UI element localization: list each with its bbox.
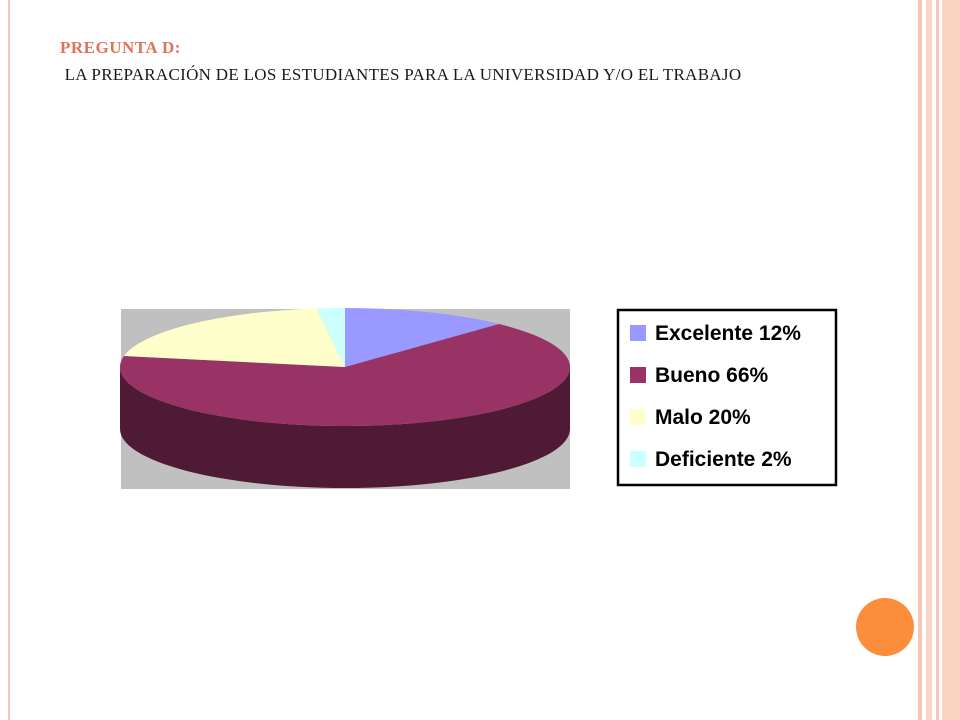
title-question-text: LA PREPARACIÓN DE LOS ESTUDIANTES PARA L… bbox=[60, 65, 742, 84]
legend-box bbox=[616, 308, 838, 487]
decorative-circle bbox=[856, 598, 914, 656]
legend-entry-malo: Malo 20% bbox=[630, 406, 751, 429]
pie-side-bueno bbox=[120, 367, 570, 488]
legend-swatch-malo bbox=[630, 409, 646, 425]
legend-swatch-bueno bbox=[630, 367, 646, 383]
pie-slice-bueno bbox=[120, 323, 571, 426]
decorative-stripes bbox=[918, 0, 960, 720]
legend-label-deficiente: Deficiente 2% bbox=[655, 448, 792, 471]
legend-swatch-excelente bbox=[630, 325, 646, 341]
legend-label-malo: Malo 20% bbox=[655, 406, 751, 429]
legend-entry-bueno: Bueno 66% bbox=[630, 364, 769, 387]
pie-slice-malo bbox=[123, 308, 345, 367]
title-question-label: PREGUNTA D: bbox=[60, 38, 181, 57]
legend-swatch-deficiente bbox=[630, 451, 646, 467]
slide-left-border bbox=[8, 0, 10, 720]
pie-slice-deficiente bbox=[316, 308, 345, 367]
slide-title: PREGUNTA D: LA PREPARACIÓN DE LOS ESTUDI… bbox=[60, 38, 840, 85]
legend-label-excelente: Excelente 12% bbox=[655, 322, 801, 345]
legend-entry-excelente: Excelente 12% bbox=[630, 322, 801, 345]
chart-legend: Excelente 12% Bueno 66% Malo 20% Deficiente… bbox=[616, 308, 838, 487]
pie-side-walls bbox=[120, 367, 570, 488]
legend-entry-deficiente: Deficiente 2% bbox=[630, 448, 792, 471]
pie-slices bbox=[120, 308, 571, 426]
pie-slice-excelente bbox=[345, 308, 500, 367]
legend-label-bueno: Bueno 66% bbox=[655, 364, 769, 387]
